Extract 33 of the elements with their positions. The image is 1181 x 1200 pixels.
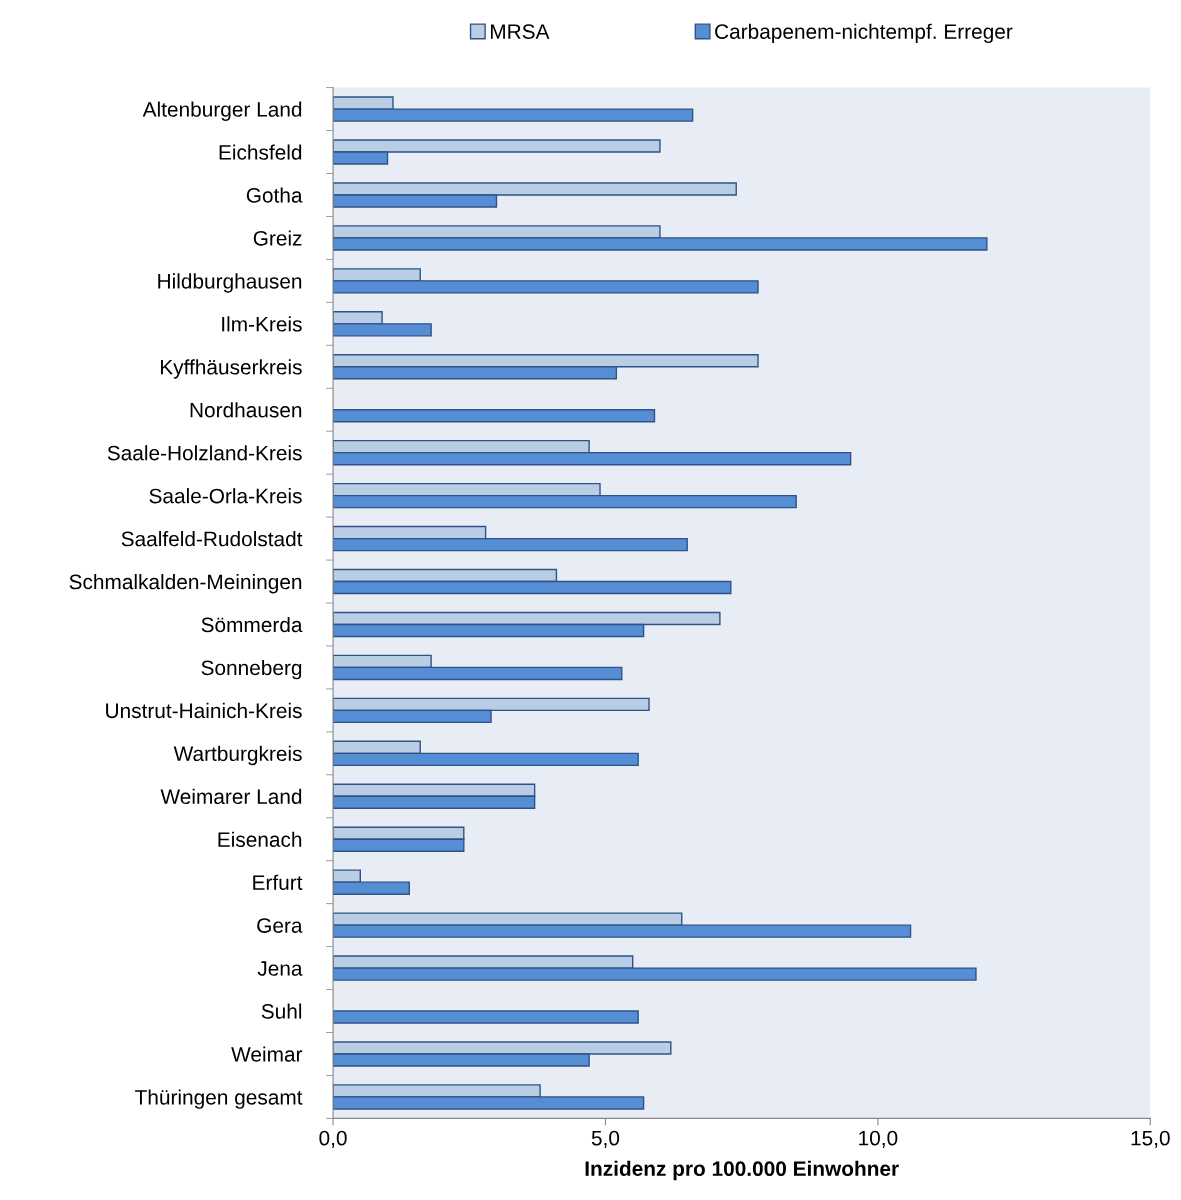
- y-tick-label: Eichsfeld: [219, 144, 302, 160]
- y-tick-label: Gera: [257, 918, 303, 933]
- y-tick-label: Suhl: [261, 1003, 302, 1019]
- y-tick-label: Weimarer Land: [160, 788, 302, 805]
- y-tick-label: Ilm-Kreis: [222, 316, 302, 332]
- y-tick-label: Sömmerda: [201, 616, 303, 633]
- bar: [333, 1010, 639, 1024]
- y-tick-label: Unstrut-Hainich-Kreis: [106, 702, 302, 719]
- y-tick-label: Nordhausen: [190, 402, 302, 418]
- y-tick-label: Saale-Holzland-Kreis: [107, 445, 302, 461]
- y-tick-label: Wartburgkreis: [173, 745, 302, 766]
- y-tick-label: Saalfeld-Rudolstadt: [121, 531, 303, 547]
- x-axis-title: Inzidenz pro 100.000 Einwohner: [585, 1160, 899, 1181]
- x-tick-label: 15,0: [1131, 1130, 1170, 1148]
- y-tick-label: Sonneberg: [201, 659, 302, 680]
- y-tick-label: Gotha: [246, 187, 303, 203]
- y-tick-label: Jena: [257, 961, 303, 976]
- x-tick-label: 10,0: [859, 1130, 898, 1148]
- x-tick-label: 5,0: [591, 1130, 620, 1148]
- y-tick-label: Schmalkalden-Meiningen: [69, 573, 302, 594]
- y-tick-label: Kyffhäuserkreis: [160, 359, 302, 379]
- y-tick-label: Hildburghausen: [158, 273, 302, 293]
- legend-label: Carbapenem-nichtempf. Erreger: [715, 23, 1013, 44]
- bar: [333, 409, 656, 423]
- y-tick-label: Greiz: [253, 230, 302, 246]
- legend-label: MRSA: [491, 24, 550, 39]
- y-tick-label: Erfurt: [253, 874, 303, 890]
- y-tick-label: Eisenach: [218, 831, 302, 847]
- y-tick-label: Weimar: [231, 1046, 303, 1062]
- x-tick-label: 0,0: [319, 1130, 347, 1148]
- y-tick-label: Saale-Orla-Kreis: [149, 488, 302, 504]
- y-tick-label: Thüringen gesamt: [135, 1089, 303, 1109]
- y-tick-label: Altenburger Land: [142, 101, 302, 121]
